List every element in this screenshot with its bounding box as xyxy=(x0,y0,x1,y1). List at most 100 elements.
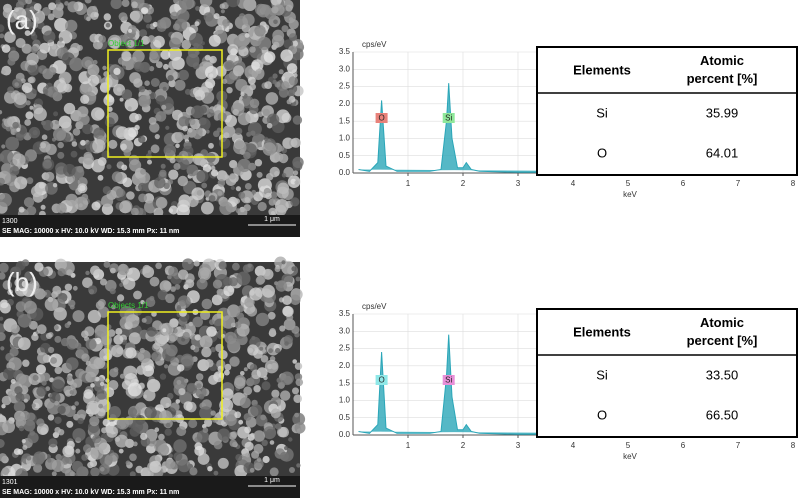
scale-bar-label: 1 μm xyxy=(264,216,280,223)
sem-grain xyxy=(15,38,26,48)
sem-grain xyxy=(135,465,143,474)
sem-grain xyxy=(41,380,47,386)
sem-grain xyxy=(208,142,214,149)
sem-grain xyxy=(117,263,129,276)
sem-grain xyxy=(160,49,171,60)
sem-grain xyxy=(25,0,32,5)
sem-grain xyxy=(208,195,216,202)
sem-grain xyxy=(140,300,145,305)
sem-grain xyxy=(44,297,59,312)
sem-grain xyxy=(136,365,146,375)
y-tick-label: 1.5 xyxy=(339,378,351,387)
sem-grain xyxy=(144,406,157,419)
sem-grain xyxy=(243,204,251,212)
sem-grain xyxy=(1,395,12,406)
sem-grain xyxy=(244,297,255,308)
table-cell: O xyxy=(597,407,607,422)
sem-grain xyxy=(111,304,116,310)
sem-grain xyxy=(240,92,245,97)
sem-grain xyxy=(213,13,220,20)
sem-grain xyxy=(159,280,172,293)
sem-grain xyxy=(219,201,233,216)
sem-grain xyxy=(178,116,190,127)
sem-grain xyxy=(156,19,167,29)
sem-grain xyxy=(87,64,100,77)
peak-label-box xyxy=(442,113,455,123)
sem-grain xyxy=(261,381,271,391)
sem-grain xyxy=(280,371,294,386)
sem-grain xyxy=(253,385,261,393)
sem-grain xyxy=(0,302,11,314)
sem-grain xyxy=(243,151,251,160)
sem-grain xyxy=(168,79,176,88)
sem-grain xyxy=(99,82,111,93)
sem-grain xyxy=(69,390,74,395)
sem-grain xyxy=(179,300,186,307)
sem-grain xyxy=(30,277,36,283)
sem-grain xyxy=(149,48,162,61)
sem-grain xyxy=(275,423,282,430)
sem-grain xyxy=(163,63,169,70)
sem-grain xyxy=(119,200,133,214)
sem-grain xyxy=(176,204,190,218)
sem-grain xyxy=(71,460,84,473)
sem-image xyxy=(0,256,306,498)
sem-grain xyxy=(87,402,100,415)
sem-grain xyxy=(52,431,60,439)
sem-grain xyxy=(83,389,94,399)
sem-grain xyxy=(42,291,48,296)
sem-grain xyxy=(13,92,27,105)
sem-grain xyxy=(26,177,34,185)
sem-grain xyxy=(205,359,214,368)
sem-grain xyxy=(89,416,100,427)
sem-grain xyxy=(164,428,172,436)
sem-grain xyxy=(183,134,189,141)
sem-grain xyxy=(101,427,108,434)
sem-grain xyxy=(0,24,5,33)
sem-grain xyxy=(245,263,254,272)
sem-grain xyxy=(224,331,237,345)
sem-grain xyxy=(168,266,179,277)
sem-grain xyxy=(106,164,112,170)
sem-grain xyxy=(72,310,85,323)
sem-grain xyxy=(189,32,203,47)
x-tick-label: 7 xyxy=(736,441,741,450)
sem-grain xyxy=(90,265,101,276)
sem-grain xyxy=(237,305,245,312)
sem-grain xyxy=(178,269,189,280)
sem-grain xyxy=(86,16,91,22)
sem-grain xyxy=(14,176,28,190)
y-axis-label: cps/eV xyxy=(362,40,387,49)
sem-grain xyxy=(225,114,237,127)
sem-grain xyxy=(75,448,81,454)
sem-grain xyxy=(264,359,279,374)
sem-grain xyxy=(234,198,240,204)
sem-grain xyxy=(182,258,194,271)
sem-grain xyxy=(292,156,304,169)
sem-grain xyxy=(36,386,47,397)
sem-grain xyxy=(178,388,186,396)
sem-grain xyxy=(229,439,237,447)
sem-grain xyxy=(194,334,201,341)
sem-grain xyxy=(268,207,278,217)
sem-grain xyxy=(106,426,118,438)
sem-grain xyxy=(81,353,90,362)
sem-grain xyxy=(9,166,20,176)
sem-grain xyxy=(224,363,232,371)
x-tick-label: 6 xyxy=(681,179,686,188)
sem-grain xyxy=(91,159,105,173)
sem-grain xyxy=(230,48,238,56)
sem-grain xyxy=(192,153,205,166)
sem-grain xyxy=(294,412,299,418)
sem-grain xyxy=(250,432,255,438)
sem-grain xyxy=(172,23,180,31)
sem-grain xyxy=(47,13,55,21)
sem-grain xyxy=(196,170,209,183)
sem-grain xyxy=(198,393,205,400)
sem-grain xyxy=(111,344,124,358)
sem-grain xyxy=(69,57,84,72)
x-tick-label: 6 xyxy=(681,441,686,450)
sem-grain xyxy=(56,202,67,214)
sem-grain xyxy=(1,144,6,149)
sem-grain xyxy=(138,193,148,203)
